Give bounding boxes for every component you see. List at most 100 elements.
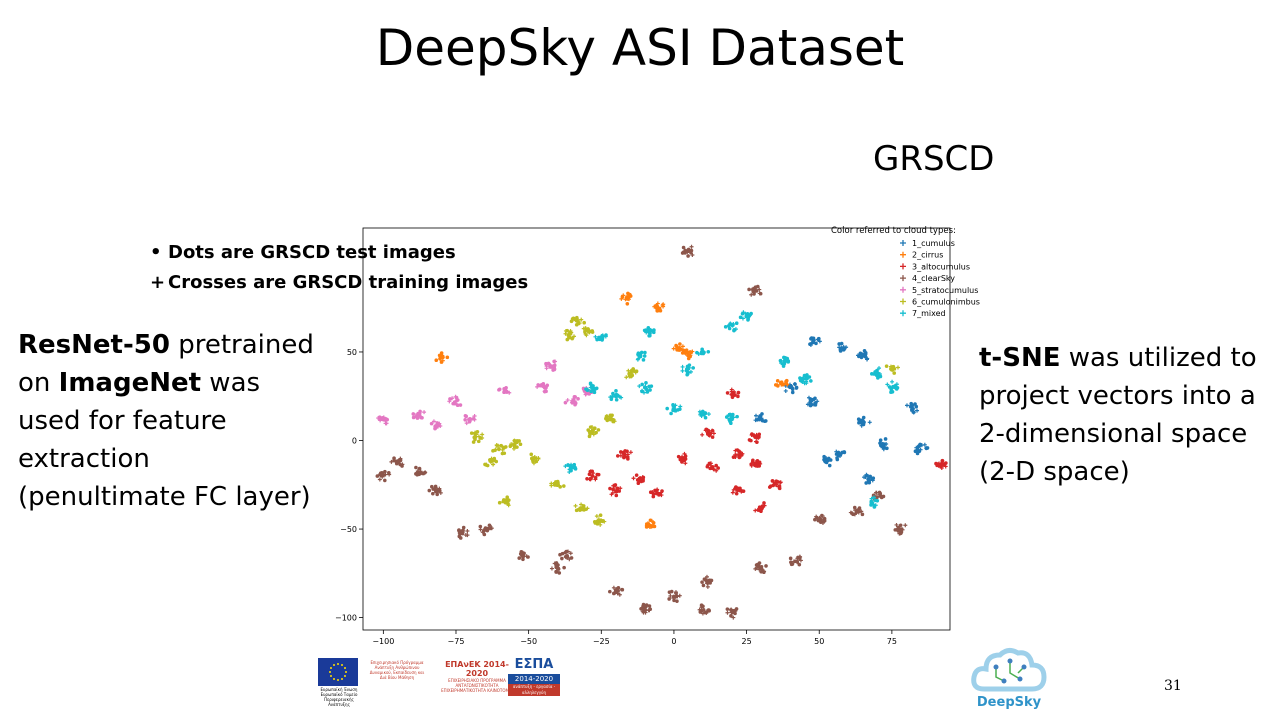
cluster-dot-point xyxy=(457,528,461,532)
cluster-dot-point xyxy=(644,603,649,607)
cluster-dot-point xyxy=(835,457,840,462)
cluster-dot-point xyxy=(383,469,387,474)
cluster-dot-point xyxy=(776,384,780,388)
cluster-dot-point xyxy=(615,394,620,398)
cluster-cross-point xyxy=(503,389,508,394)
cluster-cross-point xyxy=(700,432,705,437)
cluster-dot-point xyxy=(616,454,620,458)
cluster-dot-point xyxy=(892,371,897,375)
legend-label: 7_mixed xyxy=(912,309,946,318)
cluster-cross-point xyxy=(800,379,805,384)
cluster-dot-point xyxy=(637,353,642,357)
cluster-cross-point xyxy=(747,313,752,318)
cluster-dot-point xyxy=(552,359,556,364)
cluster-dot-point xyxy=(898,523,903,528)
cluster-cross-point xyxy=(585,506,590,511)
cluster-dot-point xyxy=(684,348,689,353)
cluster-cross-point xyxy=(447,399,452,404)
cluster-dot-point xyxy=(732,328,736,333)
cluster-dot-point xyxy=(657,306,662,311)
marker-notes: • Dots are GRSCD test images + Crosses are… xyxy=(150,238,528,298)
cluster-cross-point xyxy=(573,503,578,508)
cluster-dot-point xyxy=(781,364,786,368)
cluster-cross-point xyxy=(837,452,842,457)
cluster-cross-point xyxy=(480,436,485,441)
cluster-dot-point xyxy=(861,415,866,420)
cluster-dot-point xyxy=(468,417,472,422)
legend-label: 2_cirrus xyxy=(912,251,943,260)
cluster-dot-point xyxy=(785,356,790,361)
cluster-dot-point xyxy=(634,473,639,477)
cluster-dot-point xyxy=(565,328,570,333)
cluster-dot-point xyxy=(542,389,547,394)
cluster-dot-point xyxy=(557,571,562,575)
cluster-dot-point xyxy=(435,488,439,493)
cluster-dot-point xyxy=(729,421,733,426)
cluster-dot-point xyxy=(767,485,772,489)
cluster-cross-point xyxy=(783,388,788,393)
cluster-cross-point xyxy=(680,368,685,373)
cluster-dot-point xyxy=(895,527,899,532)
cluster-cross-point xyxy=(465,529,470,533)
cluster-cross-point xyxy=(478,527,483,532)
cluster-cross-point xyxy=(749,463,754,468)
cluster-cross-point xyxy=(924,446,929,451)
legend-label: 4_clearSky xyxy=(912,274,955,283)
cluster-dot-point xyxy=(645,390,650,394)
cluster-cross-point xyxy=(698,412,703,417)
cluster-cross-point xyxy=(779,382,784,387)
cluster-cross-point xyxy=(778,480,783,485)
cluster-dot-point xyxy=(909,401,914,406)
cluster-cross-point xyxy=(512,446,516,451)
eu-stars-icon xyxy=(329,663,347,681)
cluster-dot-point xyxy=(724,415,729,419)
cluster-dot-point xyxy=(642,607,646,611)
legend-marker xyxy=(900,263,906,270)
cluster-dot-point xyxy=(705,464,710,469)
cluster-cross-point xyxy=(431,419,436,424)
cluster-cross-point xyxy=(423,470,428,475)
cluster-cross-point xyxy=(470,416,475,421)
cluster-cross-point xyxy=(741,310,746,315)
cluster-dot-point xyxy=(580,507,584,512)
cluster-cross-point xyxy=(725,610,730,615)
cluster-dot-point xyxy=(611,419,616,424)
cluster-dot-point xyxy=(754,289,759,293)
cluster-dot-point xyxy=(614,389,618,393)
cluster-dot-point xyxy=(586,330,591,334)
cluster-dot-point xyxy=(672,598,676,603)
cluster-dot-point xyxy=(700,580,704,584)
cluster-dot-point xyxy=(433,484,438,489)
legend-marker xyxy=(900,310,906,317)
cluster-cross-point xyxy=(591,432,596,437)
cluster-dot-point xyxy=(716,466,720,470)
x-tick-label: 0 xyxy=(671,637,676,646)
deepsky-logo: DeepSky xyxy=(968,643,1050,715)
cluster-dot-point xyxy=(667,597,671,601)
cluster-cross-point xyxy=(785,382,790,387)
cluster-cross-point xyxy=(918,447,923,452)
cluster-cross-point xyxy=(617,592,622,597)
cluster-dot-point xyxy=(647,604,652,608)
cluster-cross-point xyxy=(903,523,908,528)
cluster-cross-point xyxy=(871,495,876,500)
cluster-dot-point xyxy=(585,476,589,481)
cluster-cross-point xyxy=(621,293,626,298)
cluster-cross-point xyxy=(569,464,574,469)
cluster-dot-point xyxy=(705,581,710,585)
cluster-cross-point xyxy=(590,425,595,430)
epanek-title: ΕΠΑνΕΚ 2014-2020 xyxy=(445,660,509,678)
cluster-dot-point xyxy=(700,350,705,355)
cluster-dot-point xyxy=(518,442,523,447)
cluster-dot-point xyxy=(809,336,813,341)
y-tick-label: 0 xyxy=(352,437,357,446)
cluster-dot-point xyxy=(817,336,821,341)
cluster-dot-point xyxy=(584,387,588,391)
cluster-dot-point xyxy=(698,610,703,614)
espa-years: 2014-2020 xyxy=(508,674,560,684)
cluster-cross-point xyxy=(895,365,900,370)
cluster-cross-point xyxy=(814,514,819,519)
cluster-dot-point xyxy=(605,418,610,423)
cluster-cross-point xyxy=(877,366,882,371)
cluster-dot-point xyxy=(521,557,525,562)
